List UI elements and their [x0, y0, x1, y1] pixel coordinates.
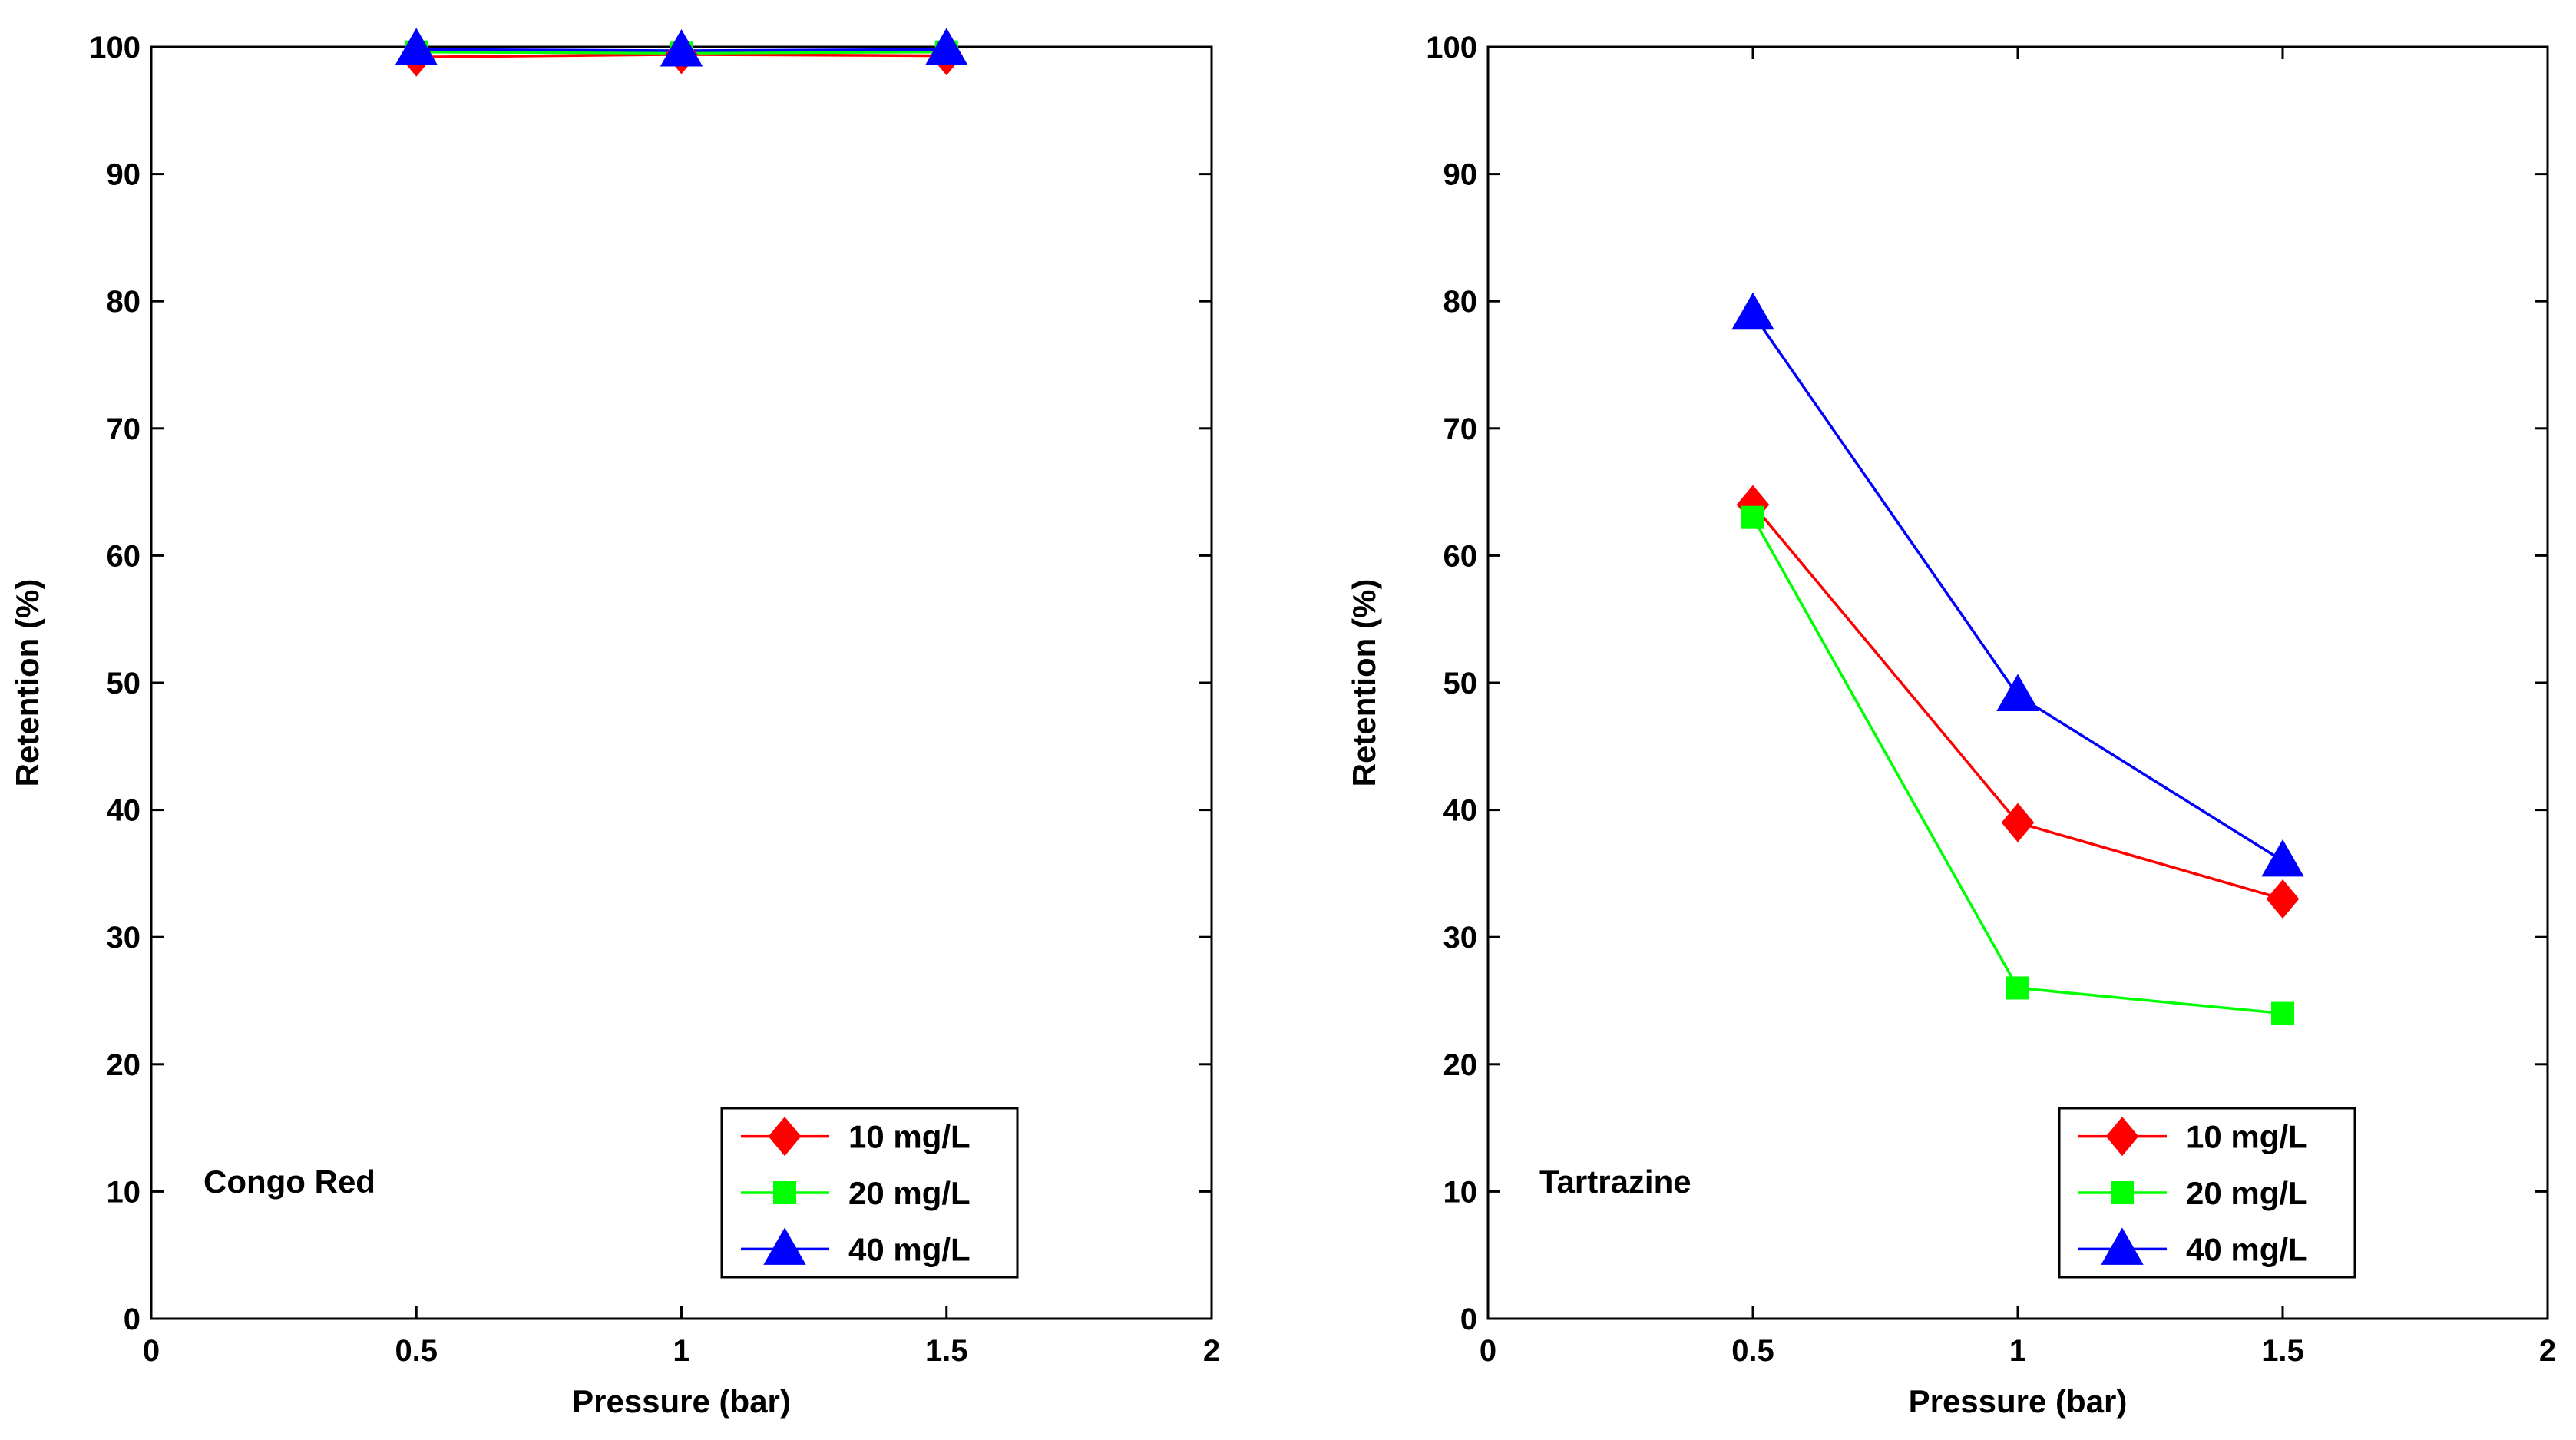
legend-marker — [2101, 1227, 2144, 1265]
x-tick-label: 1.5 — [2261, 1334, 2304, 1368]
y-axis-label: Retention (%) — [1346, 579, 1382, 787]
dye-annotation: Tartrazine — [1539, 1164, 1691, 1200]
legend-label: 10 mg/L — [2186, 1119, 2308, 1155]
legend-label: 40 mg/L — [2186, 1231, 2308, 1267]
chart-tartrazine: 0 10 20 30 40 50 60 70 80 90 100 0 0.5 1 1.5 2 Pressure … — [1346, 31, 2556, 1419]
x-tick-label: 2 — [2539, 1334, 2556, 1368]
y-tick-label: 100 — [89, 31, 141, 65]
data-point — [395, 28, 438, 65]
x-tick-label: 1.5 — [925, 1334, 968, 1368]
y-axis-label: Retention (%) — [9, 579, 45, 787]
data-point — [2266, 879, 2300, 919]
y-tick-label: 0 — [124, 1303, 141, 1336]
plot-area-frame — [150, 45, 1213, 1320]
legend-label: 20 mg/L — [2186, 1175, 2308, 1211]
y-tick-label: 100 — [1426, 31, 1477, 65]
y-tick-label: 20 — [1443, 1048, 1478, 1082]
legend-marker — [773, 1181, 796, 1204]
y-tick-label: 30 — [1443, 921, 1478, 955]
data-point — [925, 28, 968, 65]
y-tick-label: 60 — [107, 539, 141, 573]
chart-congo-red: 0 10 20 30 40 50 60 70 80 90 100 0 0.5 1 1.5 2 Pressure … — [9, 28, 1220, 1419]
x-axis-label: Pressure (bar) — [572, 1383, 791, 1419]
y-tick-label: 80 — [1443, 285, 1478, 319]
legend-label: 40 mg/L — [848, 1231, 971, 1267]
legend-label: 10 mg/L — [848, 1119, 971, 1155]
y-tick-label: 50 — [107, 667, 141, 700]
series-line-2 — [1751, 313, 2283, 862]
y-tick-label: 40 — [1443, 794, 1478, 828]
x-tick-label: 1 — [673, 1334, 689, 1368]
legend-marker — [763, 1227, 806, 1265]
series-line-1 — [1751, 516, 2283, 1015]
y-tick-label: 10 — [107, 1175, 141, 1209]
data-point — [2271, 1001, 2294, 1025]
data-point — [660, 28, 703, 67]
y-tick-label: 50 — [1443, 667, 1478, 700]
y-tick-label: 80 — [107, 285, 141, 319]
legend-marker — [2111, 1181, 2134, 1204]
x-tick-label: 2 — [1203, 1334, 1220, 1368]
x-tick-label: 0.5 — [395, 1334, 438, 1368]
legend-marker — [2105, 1117, 2139, 1157]
legend-label: 20 mg/L — [848, 1175, 971, 1211]
dye-annotation: Congo Red — [203, 1164, 375, 1200]
x-tick-label: 0 — [143, 1334, 160, 1368]
x-tick-label: 0.5 — [1731, 1334, 1774, 1368]
y-tick-label: 70 — [107, 412, 141, 446]
y-tick-label: 0 — [1460, 1303, 1477, 1336]
y-tick-label: 40 — [107, 794, 141, 828]
y-tick-label: 90 — [1443, 158, 1478, 192]
data-point — [2261, 839, 2304, 877]
x-tick-label: 0 — [1480, 1334, 1496, 1368]
x-tick-label: 1 — [2009, 1334, 2026, 1368]
data-point — [2006, 976, 2029, 1000]
y-tick-label: 60 — [1443, 539, 1478, 573]
y-tick-label: 10 — [1443, 1175, 1478, 1209]
data-point — [1731, 292, 1774, 330]
y-tick-label: 30 — [107, 921, 141, 955]
data-point — [1741, 505, 1764, 529]
y-tick-label: 90 — [107, 158, 141, 192]
y-tick-label: 20 — [107, 1048, 141, 1082]
data-point — [1996, 674, 2039, 712]
legend-marker — [768, 1117, 802, 1157]
x-axis-label: Pressure (bar) — [1909, 1383, 2128, 1419]
y-tick-label: 70 — [1443, 412, 1478, 446]
data-point — [2001, 803, 2035, 842]
